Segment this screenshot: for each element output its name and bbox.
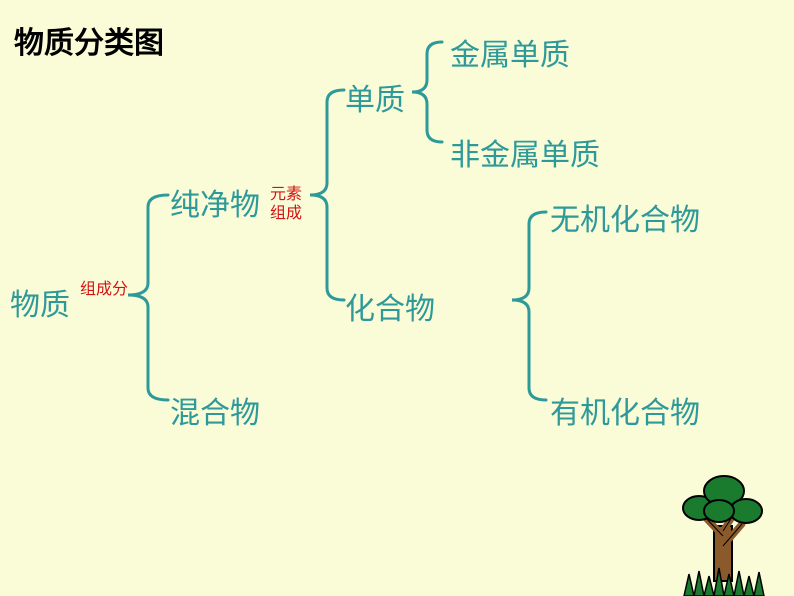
node-compound: 化合物 [345,284,435,328]
node-root: 物质 [10,280,70,324]
node-metal: 金属单质 [450,30,570,74]
brace-compound [512,212,546,400]
annotation-by-element: 元素 组成 [270,185,302,223]
diagram-title: 物质分类图 [14,18,164,62]
brace-element [412,42,442,142]
tree-icon [664,456,784,596]
node-mixture: 混合物 [170,388,260,432]
brace-pure [310,90,344,300]
node-inorganic: 无机化合物 [550,195,700,239]
node-organic: 有机化合物 [550,388,700,432]
node-element: 单质 [345,75,405,119]
node-nonmetal: 非金属单质 [450,130,600,174]
node-pure: 纯净物 [170,180,260,224]
annotation-composition: 组成分 [80,280,128,299]
brace-root [128,195,168,400]
